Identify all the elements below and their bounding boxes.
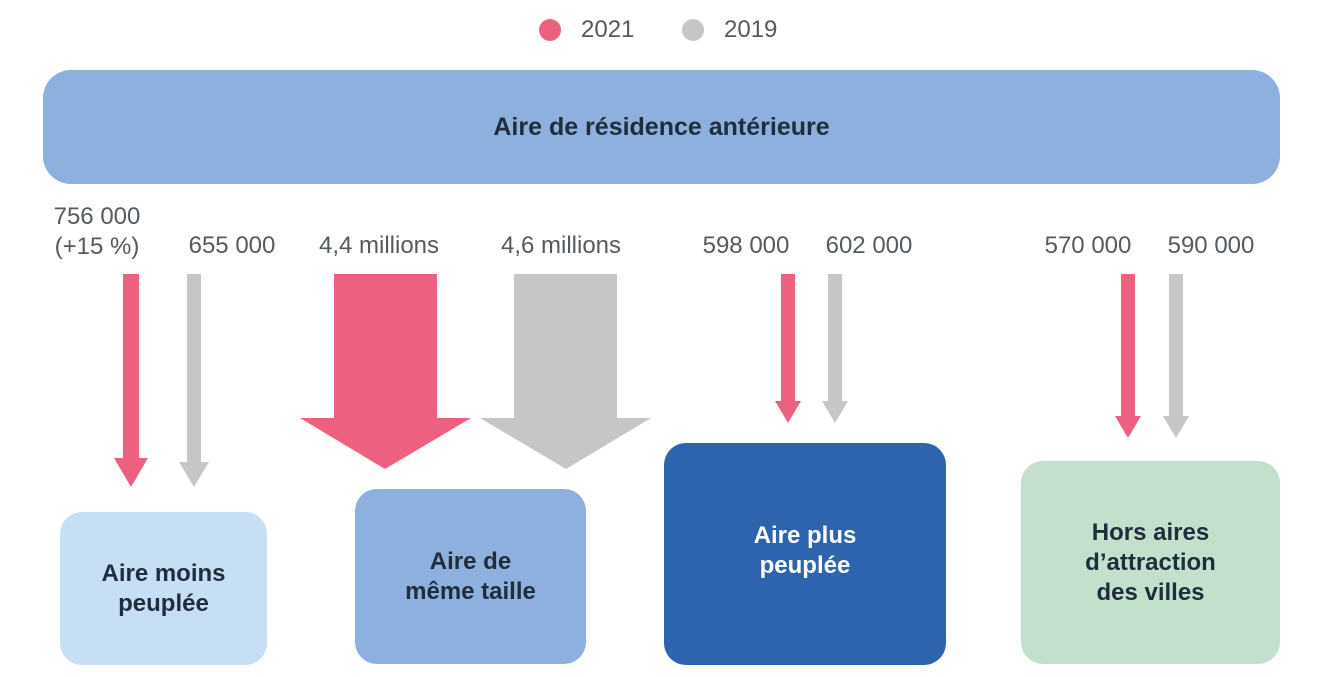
legend: 2021 2019: [0, 12, 1323, 48]
destination-label: Aire moins peuplée: [101, 559, 226, 617]
legend-dot-2019: [682, 19, 704, 41]
value-label-2021-aire-moins-peuplee: 756 000 (+15 %): [53, 203, 141, 260]
value-label-2019-aire-plus-peuplee: 602 000: [825, 232, 913, 259]
legend-label-2019: 2019: [724, 16, 778, 43]
legend-item-2021: 2021: [539, 12, 634, 48]
arrow-2019-aire-plus-peuplee: [822, 274, 848, 423]
destination-aire-moins-peuplee: Aire moins peuplée: [60, 512, 267, 665]
destination-hors-aires: Hors aires d’attraction des villes: [1021, 461, 1280, 664]
value-label-2021-aire-plus-peuplee: 598 000: [702, 232, 790, 259]
legend-dot-2021: [539, 19, 561, 41]
arrow-2019-aire-meme-taille: [480, 274, 651, 469]
arrow-2019-aire-moins-peuplee: [179, 274, 209, 487]
destination-aire-plus-peuplee: Aire plus peuplée: [664, 443, 946, 665]
arrow-2021-aire-meme-taille: [300, 274, 471, 469]
value-label-2019-aire-meme-taille: 4,6 millions: [500, 232, 622, 259]
arrow-2021-aire-plus-peuplee: [775, 274, 801, 423]
value-label-2019-hors-aires: 590 000: [1167, 232, 1255, 259]
source-box: Aire de résidence antérieure: [43, 70, 1280, 184]
destination-label: Aire plus peuplée: [753, 522, 857, 579]
value-label-2021-hors-aires: 570 000: [1044, 232, 1132, 259]
destination-label: Hors aires d’attraction des villes: [1085, 518, 1216, 606]
arrow-2019-hors-aires: [1163, 274, 1189, 438]
arrow-2021-aire-moins-peuplee: [114, 274, 148, 487]
legend-label-2021: 2021: [581, 16, 635, 43]
value-label-2019-aire-moins-peuplee: 655 000: [188, 232, 276, 259]
arrow-2021-hors-aires: [1115, 274, 1141, 438]
source-box-label: Aire de résidence antérieure: [493, 112, 830, 141]
destination-aire-meme-taille: Aire de même taille: [355, 489, 586, 664]
destination-label: Aire de même taille: [405, 547, 536, 605]
value-label-2021-aire-meme-taille: 4,4 millions: [318, 232, 440, 259]
legend-item-2019: 2019: [682, 12, 777, 48]
